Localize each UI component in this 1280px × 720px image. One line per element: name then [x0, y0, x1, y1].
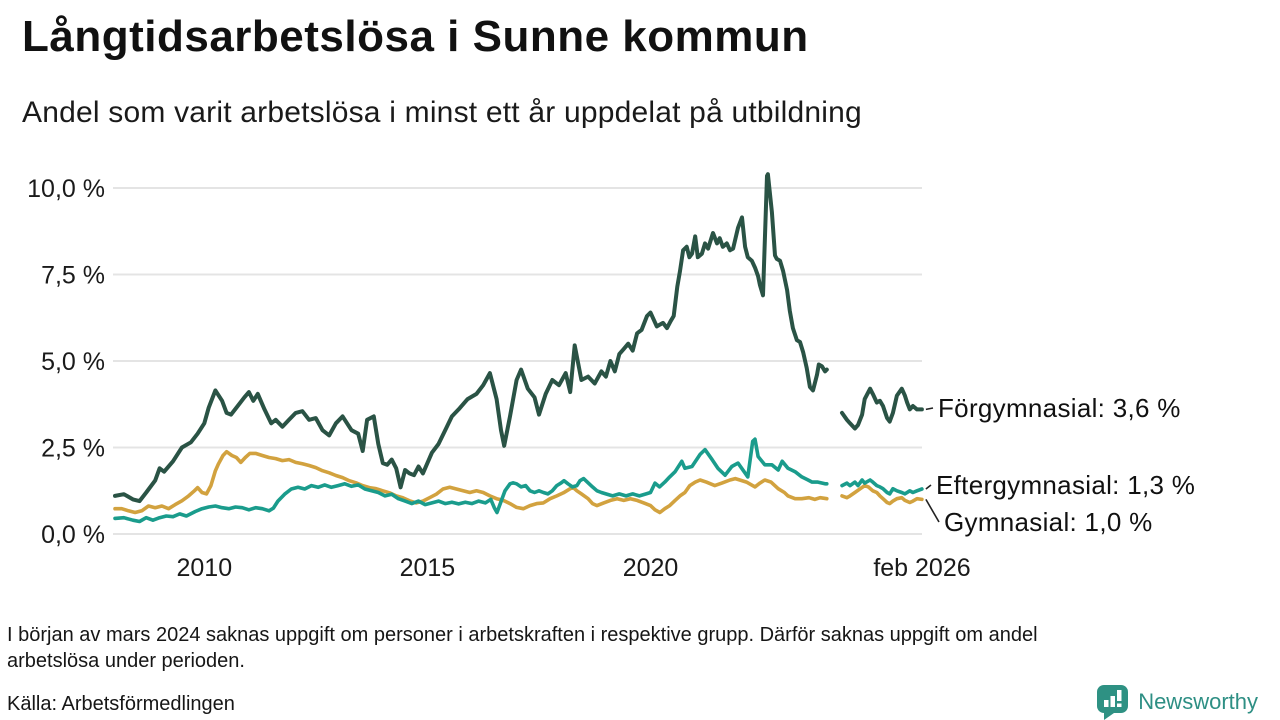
page-title: Långtidsarbetslösa i Sunne kommun — [22, 12, 809, 61]
series-end-label-forgymnasial: Förgymnasial: 3,6 % — [938, 393, 1181, 423]
y-axis-tick-label: 5,0 % — [41, 348, 105, 376]
y-axis-tick-label: 0,0 % — [41, 521, 105, 549]
x-axis-tick-label: 2010 — [176, 554, 232, 582]
series-label-leader-gymnasial — [925, 498, 940, 523]
y-axis-tick-label: 10,0 % — [27, 175, 105, 203]
x-axis-tick-label: 2015 — [400, 554, 456, 582]
series-label-leader-forgymnasial — [925, 407, 934, 411]
series-end-label-eftergymnasial: Eftergymnasial: 1,3 % — [936, 470, 1195, 500]
bar-chart-speech-bubble-icon — [1096, 684, 1129, 720]
x-axis-tick-label: feb 2026 — [873, 554, 970, 582]
brand-name: Newsworthy — [1138, 689, 1258, 714]
chart-subtitle: Andel som varit arbetslösa i minst ett å… — [22, 96, 862, 129]
chart-footnote: I början av mars 2024 saknas uppgift om … — [7, 624, 1038, 672]
series-label-leader-eftergymnasial — [925, 484, 932, 490]
newsworthy-branding: Newsworthy — [1096, 684, 1258, 720]
series-line-gymnasial — [113, 449, 924, 515]
y-axis-tick-label: 2,5 % — [41, 435, 105, 463]
source-credit: Källa: Arbetsförmedlingen — [7, 693, 235, 715]
series-line-forgymnasial — [113, 172, 924, 504]
x-axis-tick-label: 2020 — [623, 554, 679, 582]
y-axis-tick-label: 7,5 % — [41, 262, 105, 290]
series-line-eftergymnasial — [113, 437, 924, 524]
series-end-label-gymnasial: Gymnasial: 1,0 % — [944, 507, 1153, 537]
